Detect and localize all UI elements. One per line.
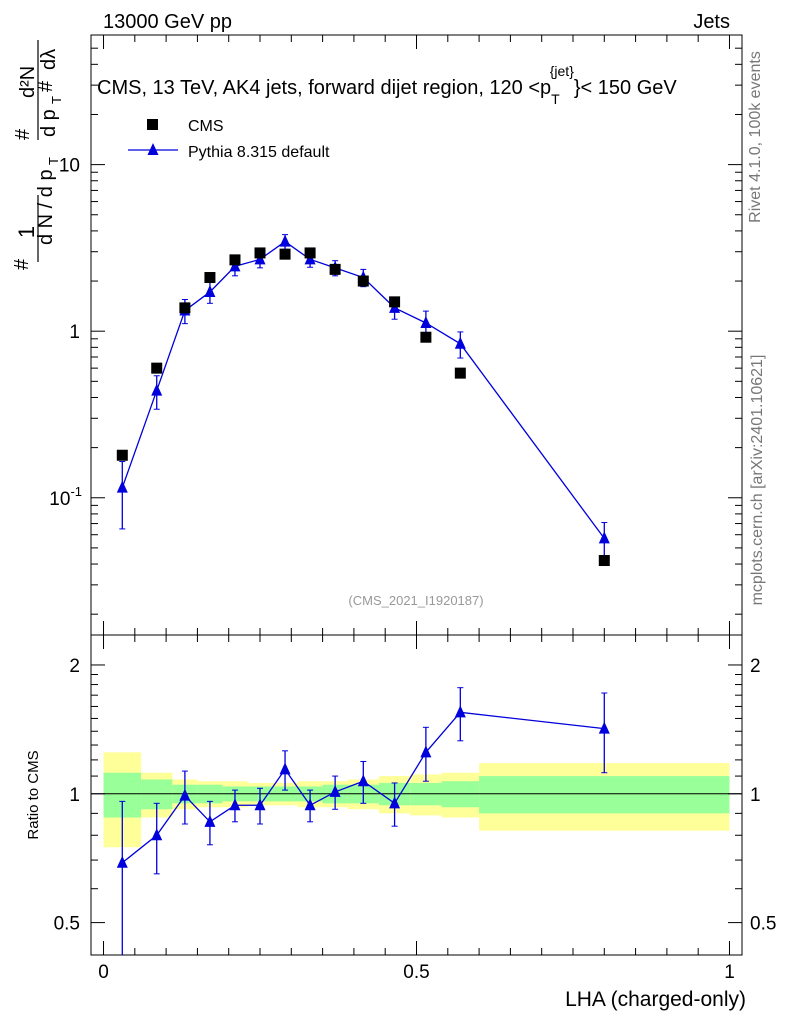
y-tick-label-ratio-right: 2 [750,656,761,677]
mc-series-ratio [116,687,610,955]
mc-ratio-point [254,798,266,811]
cms-data-point [151,362,163,374]
chart-title: CMS, 13 TeV, AK4 jets, forward dijet reg… [97,63,677,107]
y-label-dn-dpt: d N / d p [35,169,57,245]
process-label: Jets [693,11,730,33]
mc-point [116,480,128,493]
y-axis-label-main: # 1 d N / d p T # d²N d p T # dλ [11,40,64,270]
cms-data-point [204,272,216,284]
x-axis-label: LHA (charged-only) [565,988,746,1011]
mc-ratio-point [116,855,128,868]
mcplots-label: mcplots.cern.ch [arXiv:2401.10621] [749,355,766,606]
cms-data-point [389,296,401,308]
title-suffix: }< 150 GeV [574,77,678,99]
cms-data-point [179,302,191,314]
y-label-hash-1: # [11,258,33,270]
mc-point [598,531,610,544]
legend-mc-label: Pythia 8.315 default [188,144,330,161]
y-label-one: 1 [14,226,39,238]
mc-ratio-point [389,796,401,809]
legend-mc-marker [147,143,159,155]
y-tick-label-ratio: 2 [69,656,80,677]
mc-ratio-point [454,705,466,718]
title-subscript: T [551,91,560,107]
rivet-version-label: Rivet 4.1.0, 100k events [747,51,764,223]
y-label-t-sub-2: T [49,96,64,104]
mc-point [204,284,216,297]
mc-ratio-point [304,798,316,811]
x-tick-label: 1 [724,962,735,983]
x-tick-label: 0 [98,962,109,983]
mc-ratio-point [420,745,432,758]
mc-point [420,315,432,328]
ratio-uncertainty-bands [91,752,742,848]
mc-ratio-point [151,828,163,841]
mc-ratio-point [598,721,610,734]
legend-cms-marker [147,119,158,130]
cms-data-point [454,367,466,379]
y-tick-label-main: 10-1 [49,484,82,510]
y-label-t-sub-1: T [46,157,61,165]
y-tick-label-ratio: 0.5 [54,914,80,935]
cms-data-point [329,263,341,275]
y-tick-exponent: -1 [70,484,82,499]
cms-data-point [279,248,291,260]
y-tick-label-main: 10 [59,156,80,177]
mc-ratio-point [204,814,216,827]
mc-point [454,336,466,349]
energy-label: 13000 GeV pp [103,11,232,33]
y-tick-label-ratio-right: 0.5 [750,914,776,935]
y-axis-label-ratio: Ratio to CMS [25,750,42,839]
cms-data-point [116,449,128,461]
cms-data-point [229,254,241,266]
y-label-hash-2: # [12,128,34,140]
mc-ratio-point [179,788,191,801]
y-tick-label-main: 1 [69,322,80,343]
cms-data-point [598,555,610,567]
y-tick-label-ratio-right: 1 [750,785,761,806]
x-tick-label: 0.5 [403,962,429,983]
y-label-dpt: d p [38,109,60,137]
y-label-d2n: d²N [17,66,39,98]
mc-ratio-point [229,798,241,811]
title-superscript: {jet} [550,63,574,79]
y-label-hash-3: # [35,80,57,92]
legend: CMS Pythia 8.315 default [128,118,330,161]
cms-data-point [420,331,432,343]
ratio-band-inner [479,776,730,814]
axes: 0 0.5 1 10 1 10-1 2 2 1 1 0.5 0.5 [49,34,776,983]
y-tick-label-ratio: 1 [69,785,80,806]
mc-ratio-point [329,784,341,797]
y-label-dlambda: dλ [38,49,60,70]
data-series-main [116,247,610,567]
analysis-id-label: (CMS_2021_I1920187) [348,593,483,608]
cms-data-point [357,275,369,287]
mc-point [151,383,163,396]
mc-point [279,234,291,247]
legend-cms-label: CMS [188,118,224,135]
mc-ratio-point [357,774,369,787]
mc-ratio-point [279,762,291,775]
title-prefix: CMS, 13 TeV, AK4 jets, forward dijet reg… [97,77,551,99]
cms-data-point [304,247,316,259]
cms-data-point [254,247,266,259]
